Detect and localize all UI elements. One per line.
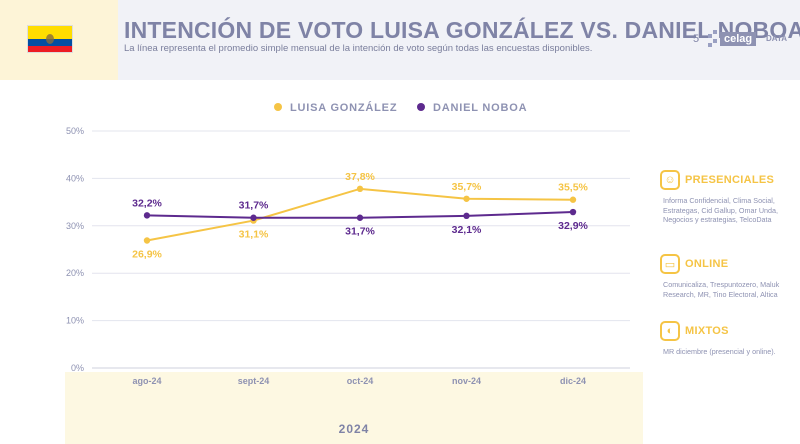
y-tick-label: 40%	[66, 173, 84, 183]
legend-label-gonzalez: LUISA GONZÁLEZ	[290, 101, 397, 114]
data-point	[143, 212, 151, 219]
sidebar-text: MR diciembre (presencial y online).	[663, 347, 776, 356]
sidebar-title: MIXTOS	[685, 325, 729, 337]
sidebar-title: PRESENCIALES	[685, 174, 775, 186]
data-point	[143, 237, 151, 244]
sidebar-group-mixtos: ◐ MIXTOS MR diciembre (presencial y onli…	[660, 321, 795, 357]
data-point	[356, 214, 364, 221]
sidebar-title: ONLINE	[685, 258, 729, 270]
y-tick-label: 0%	[71, 363, 84, 373]
monitor-icon: ▭	[660, 254, 680, 274]
data-label: 37,8%	[345, 171, 375, 183]
data-label: 35,5%	[558, 182, 588, 194]
x-axis-title: 2024	[338, 422, 370, 436]
y-tick-label: 50%	[66, 126, 84, 136]
y-tick-label: 30%	[66, 221, 84, 231]
logo-wordmark: celag	[720, 32, 757, 46]
chart-legend: LUISA GONZÁLEZ DANIEL NOBOA	[274, 101, 527, 114]
sidebar-text: Comunicaliza, Trespuntozero, Maluk Resea…	[663, 280, 780, 299]
data-label: 32,9%	[558, 220, 588, 232]
sidebar-group-presenciales: ☺ PRESENCIALES Informa Confidencial, Cli…	[660, 170, 795, 225]
data-point	[569, 208, 577, 216]
data-label: 26,9%	[132, 248, 162, 260]
page-title: INTENCIÓN DE VOTO LUISA GONZÁLEZ VS. DAN…	[124, 17, 800, 43]
data-label: 32,2%	[132, 197, 162, 209]
sidebar-group-online: ▭ ONLINE Comunicaliza, Trespuntozero, Ma…	[660, 254, 795, 299]
ecuador-flag-icon	[28, 26, 72, 52]
data-label: 31,7%	[239, 200, 269, 212]
y-tick-label: 10%	[66, 316, 84, 326]
people-icon: ☺	[660, 170, 680, 190]
header-band	[0, 0, 800, 80]
x-tick-label: ago-24	[132, 376, 161, 386]
x-tick-label: dic-24	[560, 376, 586, 386]
data-point	[463, 195, 470, 202]
year-band: 2024	[65, 372, 643, 444]
data-label: 35,7%	[452, 181, 482, 193]
data-point	[250, 214, 257, 221]
logo-blocks-icon	[708, 30, 726, 48]
page-number: 5	[693, 33, 700, 45]
y-tick-label: 20%	[66, 268, 84, 278]
data-label: 32,1%	[452, 224, 482, 236]
legend-marker-noboa	[417, 103, 425, 111]
sidebar-text: Informa Confidencial, Clima Social, Estr…	[663, 196, 779, 225]
data-label: 31,7%	[345, 226, 375, 238]
x-tick-label: sept-24	[238, 376, 270, 386]
legend-marker-gonzalez	[274, 103, 282, 111]
flag-panel	[0, 0, 118, 80]
page-subtitle: La línea representa el promedio simple m…	[124, 43, 593, 54]
data-point	[569, 196, 577, 203]
mixed-icon: ◐	[660, 321, 680, 341]
legend-label-noboa: DANIEL NOBOA	[433, 102, 527, 114]
data-label: 31,1%	[239, 229, 269, 241]
x-tick-label: oct-24	[347, 376, 374, 386]
x-tick-label: nov-24	[452, 376, 481, 386]
logo-suffix: DATA	[766, 34, 788, 43]
data-point	[356, 185, 364, 193]
data-point	[463, 212, 470, 220]
